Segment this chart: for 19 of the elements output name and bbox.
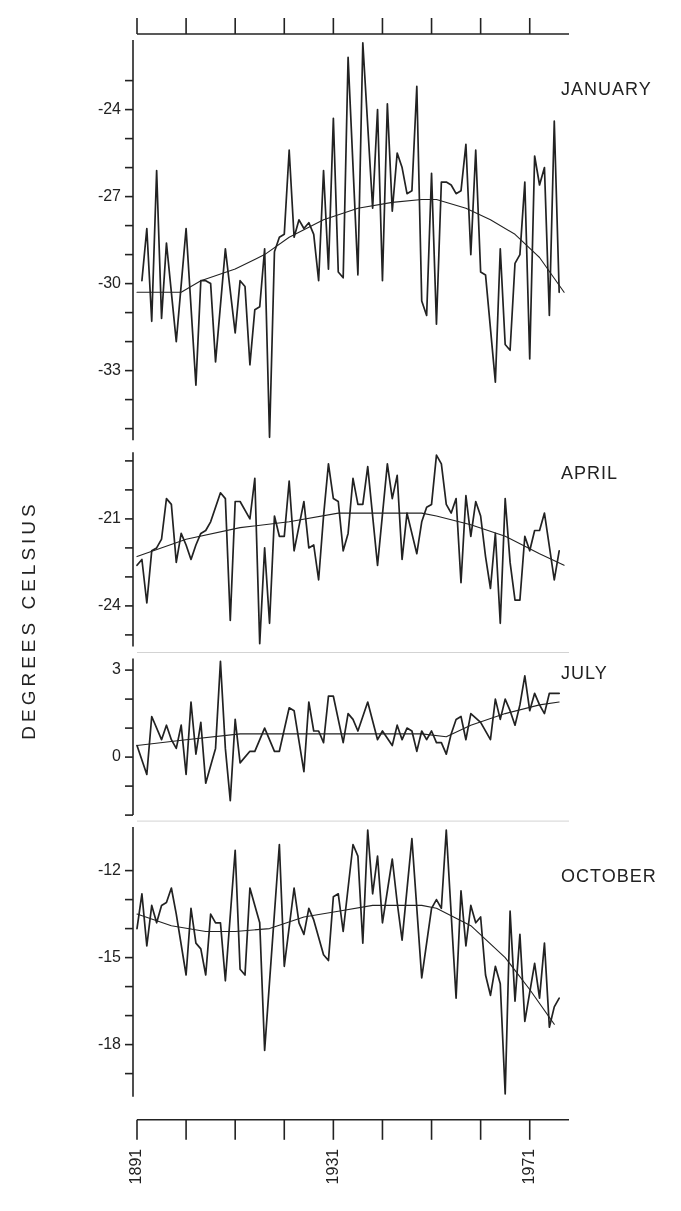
y-tick-label: 0	[112, 747, 122, 765]
y-tick-label: -21	[97, 509, 122, 527]
y-tick-label: -27	[97, 186, 122, 204]
y-tick-label: -18	[97, 1034, 122, 1052]
y-tick-label: -15	[97, 947, 122, 965]
x-tick-label: 1891	[127, 1148, 145, 1185]
y-axis-title: DEGREES CELSIUS	[18, 500, 40, 740]
chart-title: JULY	[561, 663, 608, 684]
y-tick-label: -33	[97, 360, 122, 378]
text: APRIL	[561, 462, 619, 483]
x-tick-label: 1971	[519, 1148, 537, 1185]
x-tick-label: 1931	[323, 1148, 341, 1185]
y-tick-label: -12	[97, 860, 122, 878]
y-tick-label: -24	[97, 596, 122, 614]
y-tick-label: 3	[112, 660, 122, 678]
text: OCTOBER	[561, 865, 657, 886]
text: JANUARY	[561, 78, 652, 99]
y-tick-label: -30	[97, 273, 122, 291]
y-tick-label: -24	[97, 99, 122, 117]
